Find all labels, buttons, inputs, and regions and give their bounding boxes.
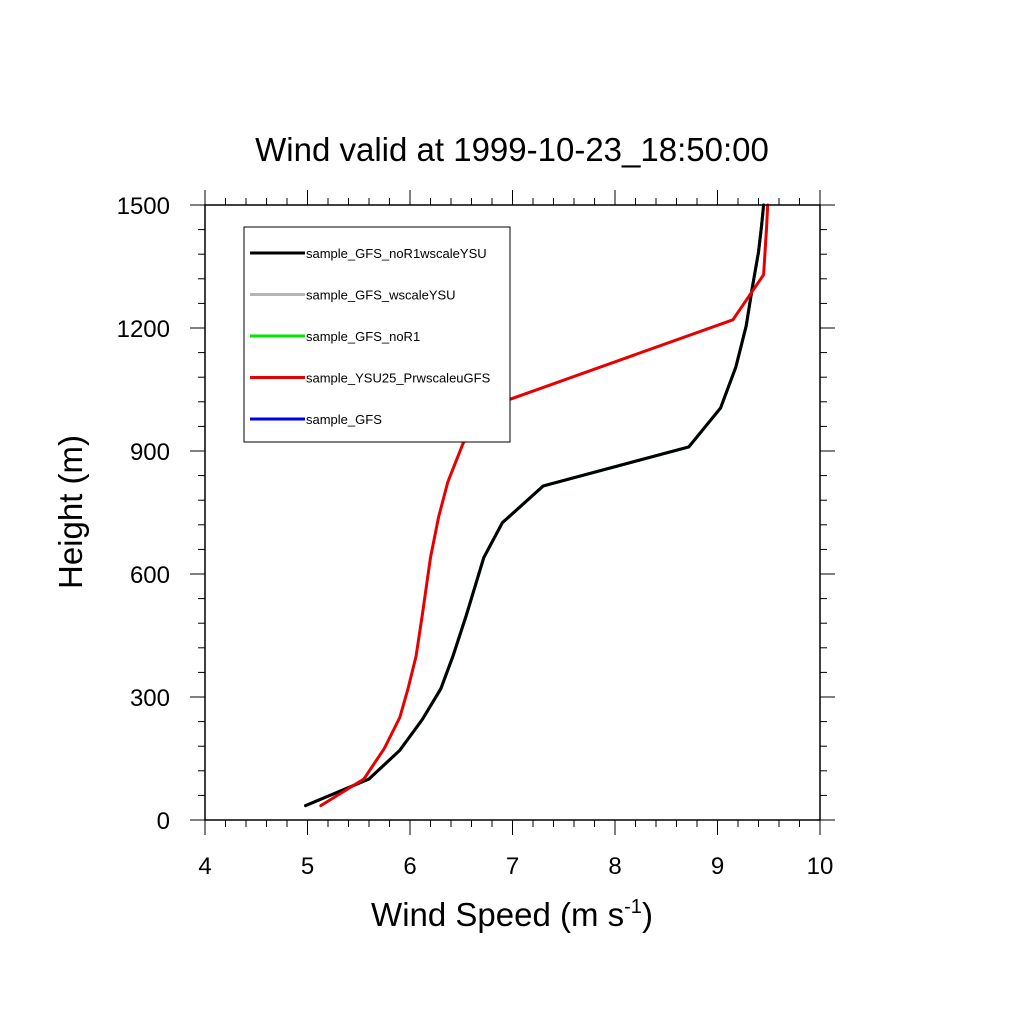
chart-title: Wind valid at 1999-10-23_18:50:00 bbox=[255, 131, 769, 168]
y-tick-label: 900 bbox=[130, 439, 170, 466]
series-line-sample_YSU25_PrwscaleuGFS bbox=[319, 203, 770, 808]
x-tick-labels: 4 5 6 7 8 9 10 bbox=[198, 853, 833, 880]
legend: sample_GFS_noR1wscaleYSU sample_GFS_wscal… bbox=[243, 226, 511, 443]
legend-items: sample_GFS_noR1wscaleYSU sample_GFS_wscal… bbox=[250, 246, 491, 427]
legend-label: sample_GFS_noR1 bbox=[306, 329, 420, 344]
y-tick-label: 1200 bbox=[117, 316, 170, 343]
x-tick-label: 10 bbox=[807, 853, 834, 880]
y-tick-label: 300 bbox=[130, 685, 170, 712]
x-axis-title-end: ) bbox=[642, 896, 653, 933]
x-tick-label: 6 bbox=[403, 853, 416, 880]
plot-frame bbox=[204, 204, 821, 821]
y-tick-label: 1500 bbox=[117, 193, 170, 220]
y-tick-label: 600 bbox=[130, 562, 170, 589]
x-tick-label: 8 bbox=[608, 853, 621, 880]
legend-label: sample_GFS bbox=[306, 412, 382, 427]
axis-ticks bbox=[190, 190, 835, 835]
x-tick-label: 4 bbox=[198, 853, 211, 880]
x-axis-title: Wind Speed (m s-1) bbox=[371, 896, 653, 933]
y-tick-label: 0 bbox=[157, 808, 170, 835]
y-axis-title: Height (m) bbox=[52, 435, 89, 589]
legend-label: sample_GFS_noR1wscaleYSU bbox=[306, 246, 487, 261]
series-line-sample_GFS_noR1wscaleYSU bbox=[304, 203, 766, 808]
legend-label: sample_YSU25_PrwscaleuGFS bbox=[306, 371, 491, 386]
x-axis-title-superscript: -1 bbox=[624, 896, 642, 918]
series-lines bbox=[304, 203, 770, 808]
x-tick-label: 7 bbox=[506, 853, 519, 880]
x-tick-label: 9 bbox=[711, 853, 724, 880]
x-tick-label: 5 bbox=[301, 853, 314, 880]
legend-label: sample_GFS_wscaleYSU bbox=[306, 288, 456, 303]
x-axis-title-main: Wind Speed (m s bbox=[371, 896, 624, 933]
y-tick-labels: 0 300 600 900 1200 1500 bbox=[117, 193, 170, 835]
